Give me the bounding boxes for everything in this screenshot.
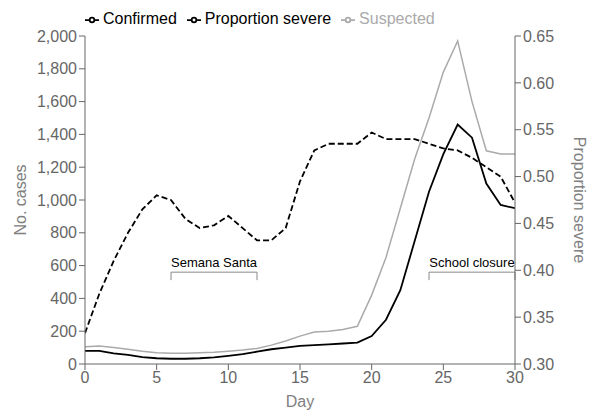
svg-text:No. cases: No. cases [12,164,29,235]
svg-text:Semana Santa: Semana Santa [171,255,258,270]
svg-text:0.35: 0.35 [523,309,554,326]
svg-text:5: 5 [152,369,161,386]
svg-text:0.50: 0.50 [523,168,554,185]
svg-text:20: 20 [363,369,381,386]
svg-text:1,400: 1,400 [37,126,77,143]
html-text:Proportion severe: Proportion severe [204,10,332,27]
svg-text:0.60: 0.60 [523,75,554,92]
html-text:Confirmed: Confirmed [103,10,177,27]
svg-text:0.65: 0.65 [523,28,554,45]
svg-text:1,200: 1,200 [37,159,77,176]
svg-text:0.30: 0.30 [523,356,554,373]
svg-text:1,600: 1,600 [37,93,77,110]
svg-text:0.55: 0.55 [523,121,554,138]
svg-text:0: 0 [68,356,77,373]
svg-text:0.45: 0.45 [523,215,554,232]
svg-text:30: 30 [506,369,524,386]
svg-text:0.40: 0.40 [523,262,554,279]
svg-text:1,800: 1,800 [37,60,77,77]
svg-text:Day: Day [286,393,314,410]
svg-text:15: 15 [291,369,309,386]
html-text:Suspected: Suspected [359,10,435,27]
svg-text:25: 25 [434,369,452,386]
svg-text:10: 10 [219,369,237,386]
svg-text:600: 600 [50,257,77,274]
svg-text:2,000: 2,000 [37,28,77,45]
svg-text:400: 400 [50,290,77,307]
svg-text:School closure: School closure [429,255,514,270]
svg-text:800: 800 [50,224,77,241]
svg-text:0: 0 [81,369,90,386]
svg-text:1,000: 1,000 [37,192,77,209]
svg-text:200: 200 [50,323,77,340]
svg-text:Proportion severe: Proportion severe [571,137,588,263]
